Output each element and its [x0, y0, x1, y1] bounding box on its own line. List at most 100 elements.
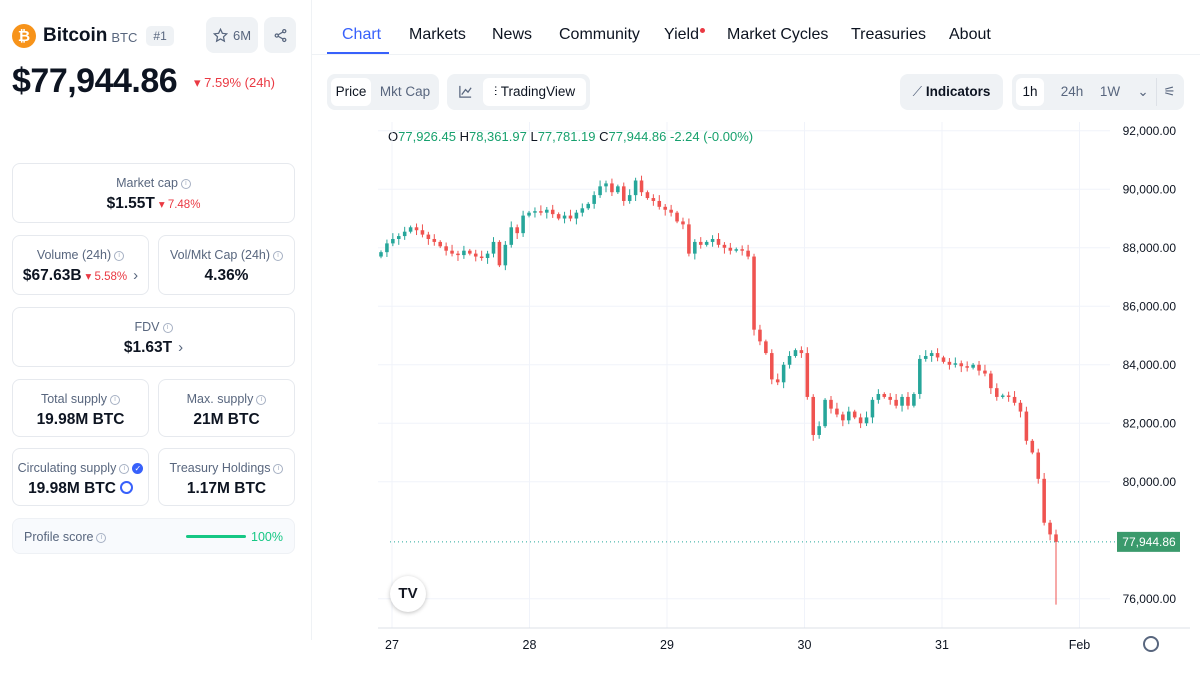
candle-body — [450, 250, 454, 254]
market-cap-change: ▾ 7.48% — [158, 199, 201, 211]
x-tick-label: 29 — [660, 638, 674, 652]
candle-body — [698, 241, 703, 245]
info-icon[interactable]: i — [180, 178, 191, 189]
line-chart-button[interactable] — [451, 78, 479, 106]
ohlc-readout: O77,926.45 H78,361.97 L77,781.19 C77,944… — [388, 129, 753, 144]
candle-body — [793, 350, 798, 356]
candle-body — [912, 394, 916, 406]
tab-community[interactable]: Community — [559, 26, 640, 43]
rank-badge: #1 — [146, 26, 174, 46]
x-tick-label: 28 — [523, 638, 537, 652]
candle-body — [746, 250, 750, 257]
candle-body — [621, 186, 626, 201]
tab-about[interactable]: About — [949, 26, 991, 43]
indicators-button[interactable]: ⟋ Indicators — [900, 74, 1003, 110]
chart-settings-button[interactable]: ⚟ — [1156, 78, 1182, 106]
ohlc-high-label: H — [459, 129, 469, 144]
tab-chart[interactable]: Chart — [342, 26, 382, 43]
candle-body — [805, 353, 810, 397]
info-icon[interactable]: i — [256, 394, 267, 405]
time-range-selector: 1h 24h 1W ⌄ ⚟ — [1012, 74, 1184, 110]
y-tick-label: 80,000.00 — [1123, 475, 1177, 489]
volume-card[interactable]: Volume (24h) i $67.63B ▾ 5.58% › — [12, 235, 149, 295]
star-icon — [212, 27, 228, 42]
range-24h[interactable]: 24h — [1060, 84, 1084, 99]
tradingview-button[interactable]: ⫶ TradingView — [483, 78, 586, 106]
candle-body — [829, 399, 833, 409]
candle-body — [941, 357, 946, 362]
candle-body — [616, 186, 620, 193]
chart-type-toggle: ⫶ TradingView — [447, 74, 590, 110]
candlestick-icon: ⫶ — [493, 84, 498, 99]
info-icon[interactable]: i — [114, 250, 125, 261]
candle-body — [734, 249, 739, 251]
tab-yield[interactable]: Yield — [664, 26, 705, 44]
candle-body — [574, 212, 579, 219]
y-tick-label: 92,000.00 — [1123, 124, 1177, 138]
info-icon[interactable]: i — [273, 250, 284, 261]
info-icon[interactable]: i — [96, 532, 107, 543]
circulating-supply-card: Circulating supply i ✓ 19.98M BTC — [12, 448, 149, 506]
info-icon[interactable]: i — [273, 463, 284, 474]
candle-body — [426, 234, 431, 239]
candle-body — [681, 221, 685, 225]
tradingview-logo-icon[interactable]: TV — [390, 576, 426, 612]
candle-body — [568, 215, 573, 219]
candle-body — [438, 241, 442, 247]
candle-body — [515, 227, 519, 234]
tab-news[interactable]: News — [492, 26, 533, 43]
notification-dot — [699, 28, 705, 33]
info-icon[interactable]: i — [119, 463, 130, 474]
panel-divider — [311, 0, 312, 640]
treasury-card: Treasury Holdings i 1.17M BTC — [158, 448, 295, 506]
ohlc-open-label: O — [388, 129, 399, 144]
candle-body — [657, 200, 662, 207]
candle-body — [479, 256, 484, 259]
range-1h[interactable]: 1h — [1016, 78, 1044, 106]
candle-body — [959, 363, 964, 367]
fdv-label: FDV — [134, 320, 160, 334]
chevron-right-icon: › — [133, 267, 139, 284]
candle-body — [935, 353, 940, 358]
candle-body — [651, 198, 656, 201]
range-more-button[interactable]: ⌄ — [1130, 78, 1156, 106]
total-supply-label: Total supply — [40, 392, 107, 406]
vol-mkt-card: Vol/Mkt Cap (24h) i 4.36% — [158, 235, 295, 295]
y-axis: 92,000.00 90,000.00 88,000.00 86,000.00 84,0… — [1123, 124, 1177, 606]
price-toggle[interactable]: Price — [331, 78, 371, 106]
current-price: $77,944.86 — [12, 62, 178, 100]
candle-body — [995, 388, 999, 397]
coin-stats-panel: ₿ Bitcoin BTC #1 6M $77,944.86 ▾ 7.59% (… — [0, 0, 310, 675]
watchlist-button[interactable]: 6M — [206, 17, 258, 53]
candle-body — [799, 350, 804, 354]
fdv-card[interactable]: FDV i $1.63T › — [12, 307, 295, 367]
info-icon[interactable]: i — [110, 394, 120, 405]
candle-body — [550, 209, 555, 215]
tab-markets[interactable]: Markets — [409, 26, 466, 43]
candle-body — [503, 244, 508, 266]
mktcap-toggle[interactable]: Mkt Cap — [379, 84, 431, 99]
candle-body — [835, 408, 839, 415]
candle-body — [882, 394, 887, 397]
y-tick-label: 76,000.00 — [1123, 592, 1177, 606]
chart-settings-gear-icon[interactable] — [1143, 636, 1159, 652]
candle-body — [509, 227, 514, 245]
candle-body — [497, 241, 502, 266]
info-icon[interactable]: i — [162, 322, 173, 333]
candle-body — [639, 180, 644, 193]
range-1w[interactable]: 1W — [1099, 84, 1121, 99]
tab-treasuries[interactable]: Treasuries — [851, 26, 926, 43]
y-tick-label: 88,000.00 — [1123, 241, 1177, 255]
candle-body — [918, 358, 922, 395]
circulating-supply-label: Circulating supply — [17, 461, 117, 475]
line-chart-icon — [458, 85, 472, 98]
candle-body — [1018, 402, 1023, 412]
candle-body — [722, 244, 727, 248]
active-tab-underline — [327, 52, 389, 54]
x-tick-label: 31 — [935, 638, 949, 652]
tab-market-cycles[interactable]: Market Cycles — [727, 26, 829, 43]
share-button[interactable] — [264, 17, 296, 53]
candle-body — [545, 209, 549, 213]
x-axis: 27 28 29 30 31 Feb — [378, 627, 1190, 652]
